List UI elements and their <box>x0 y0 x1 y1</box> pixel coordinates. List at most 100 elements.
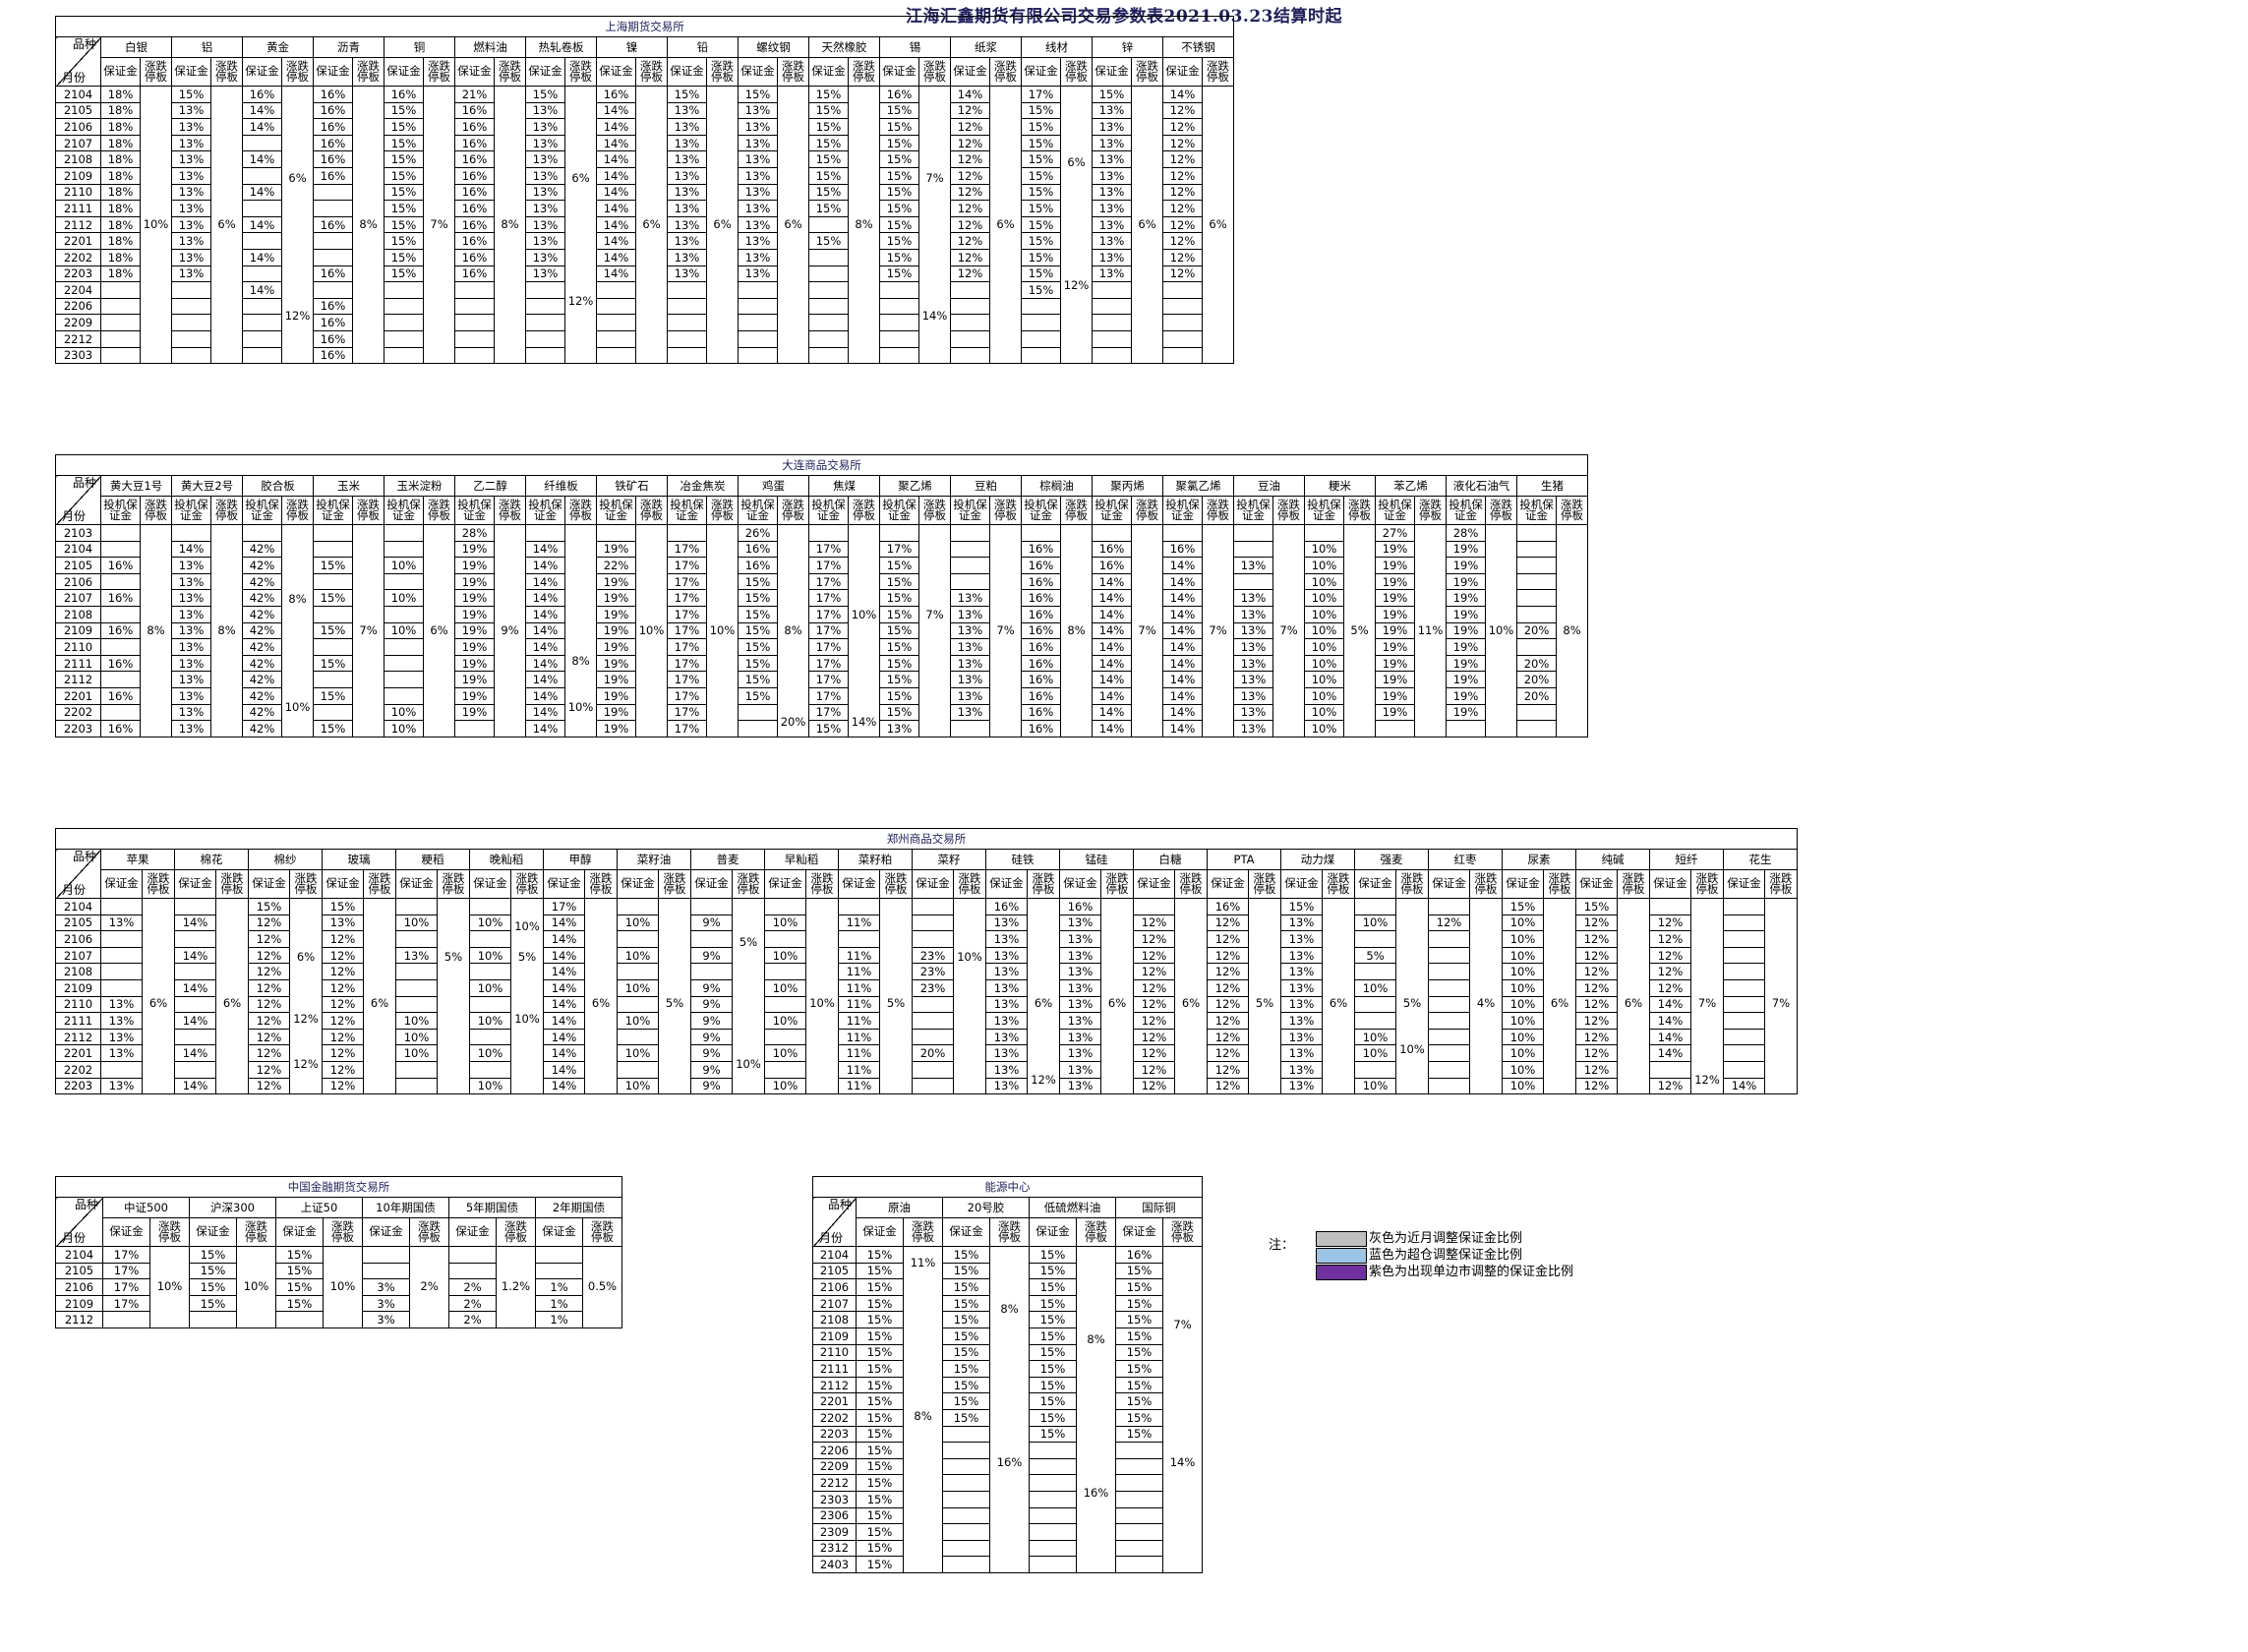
margin-cell: 14% <box>242 150 282 168</box>
product-name: 镍 <box>596 36 668 58</box>
margin-cell: 13% <box>171 200 211 217</box>
margin-cell: 17% <box>667 605 707 623</box>
margin-cell: 17% <box>667 557 707 574</box>
margin-cell: 14% <box>1162 557 1203 574</box>
margin-cell: 19% <box>454 557 495 574</box>
margin-cell: 15% <box>525 86 565 103</box>
limit-value: 10% <box>514 1011 540 1026</box>
margin-cell: 14% <box>1649 1012 1691 1030</box>
margin-cell: 12% <box>1207 1028 1249 1046</box>
limit-value: 6% <box>1067 155 1086 170</box>
margin-cell <box>1304 524 1344 542</box>
limit-column-header: 涨跌 停板 <box>1202 57 1234 87</box>
margin-cell <box>1354 995 1396 1014</box>
margin-column-header: 保证金 <box>469 869 511 899</box>
margin-cell: 19% <box>1375 557 1415 574</box>
margin-cell: 13% <box>1059 995 1101 1014</box>
margin-cell: 14% <box>242 101 282 120</box>
limit-cell: 7% <box>918 524 951 738</box>
margin-cell: 16% <box>100 589 141 607</box>
product-name: 不锈钢 <box>1162 36 1234 58</box>
margin-cell: 13% <box>171 654 211 673</box>
margin-cell: 15% <box>856 1294 904 1313</box>
margin-cell: 10% <box>1502 1028 1544 1046</box>
limit-column-header: 涨跌 停板 <box>918 496 951 525</box>
margin-column-header: 保证金 <box>1280 869 1323 899</box>
margin-cell: 13% <box>1059 1012 1101 1030</box>
margin-cell: 15% <box>856 1556 904 1573</box>
product-name: 黄大豆1号 <box>100 475 172 497</box>
margin-cell: 15% <box>1029 1343 1077 1362</box>
margin-cell: 13% <box>171 703 211 722</box>
margin-cell: 19% <box>596 540 636 559</box>
margin-cell: 13% <box>525 134 565 152</box>
table-row: 2202 15% 15% 15% 15% <box>812 1408 1203 1427</box>
margin-cell: 14% <box>242 215 282 234</box>
margin-cell: 12% <box>1133 1060 1175 1079</box>
margin-column-header: 投机保 证金 <box>667 496 707 525</box>
limit-column-header: 涨跌 停板 <box>496 1217 536 1247</box>
margin-cell: 15% <box>1115 1327 1163 1345</box>
margin-cell <box>950 346 990 365</box>
margin-cell: 15% <box>942 1294 990 1313</box>
margin-cell: 28% <box>454 524 495 542</box>
margin-cell: 12% <box>1162 248 1203 266</box>
margin-cell: 12% <box>1162 134 1203 152</box>
margin-cell: 13% <box>1059 914 1101 932</box>
margin-cell: 19% <box>596 703 636 722</box>
margin-cell: 14% <box>543 914 585 932</box>
limit-cell: 6% <box>210 85 243 365</box>
limit-value: 0.5% <box>587 1279 618 1294</box>
margin-cell: 12% <box>1575 1028 1618 1046</box>
margin-cell <box>102 1311 150 1328</box>
margin-cell: 12% <box>1575 1012 1618 1030</box>
margin-cell: 15% <box>808 720 849 738</box>
margin-cell <box>942 1442 990 1459</box>
margin-cell: 13% <box>985 978 1028 997</box>
limit-value: 12% <box>1694 1073 1720 1088</box>
limit-column-header: 涨跌 停板 <box>1100 869 1134 899</box>
margin-cell <box>808 346 849 365</box>
margin-cell: 42% <box>242 557 282 574</box>
margin-cell: 42% <box>242 671 282 688</box>
limit-cell: 10% <box>706 524 739 738</box>
margin-cell: 15% <box>1021 232 1061 250</box>
month-cell: 2106 <box>55 572 101 591</box>
margin-cell: 14% <box>1649 995 1691 1014</box>
product-name: 晚籼稻 <box>469 849 544 870</box>
table-row: 2209 15% <box>812 1457 1203 1476</box>
margin-column-header: 投机保 证金 <box>1375 496 1415 525</box>
margin-cell: 13% <box>100 1077 143 1095</box>
margin-cell <box>313 605 353 623</box>
product-name: 粳稻 <box>395 849 470 870</box>
margin-cell: 15% <box>1021 150 1061 168</box>
margin-cell: 17% <box>667 686 707 705</box>
margin-cell <box>838 898 880 915</box>
table-row: 2109 18% 13% 16% 15% 16% 13% 14% 13% 13% 15% 15% 12%… <box>55 166 1234 185</box>
margin-cell: 15% <box>942 1343 990 1362</box>
margin-cell: 23% <box>912 963 954 980</box>
limit-column-header: 涨跌 停板 <box>1060 57 1093 87</box>
table-row: 2108 15% 15% 15% 15% <box>812 1311 1203 1328</box>
margin-cell: 13% <box>950 703 990 722</box>
limit-cell: 6% <box>1322 897 1355 1095</box>
corner-month-label: 月份 <box>62 1231 87 1246</box>
margin-cell: 10% <box>469 1012 511 1030</box>
margin-cell <box>617 963 659 980</box>
margin-cell: 10% <box>469 978 511 997</box>
margin-cell: 10% <box>469 946 511 965</box>
limit-column-header: 涨跌 停板 <box>1272 496 1305 525</box>
table-row: 2104 17% 10% 15% 10% 15% 10% 2% 1.2% 0.5% <box>55 1246 622 1328</box>
margin-cell <box>171 329 211 348</box>
limit-cell: 8% <box>494 85 526 365</box>
margin-cell <box>384 524 424 542</box>
margin-cell: 13% <box>171 215 211 234</box>
margin-cell: 14% <box>242 183 282 202</box>
limit-cell: 5% <box>1343 524 1376 738</box>
margin-cell: 19% <box>454 540 495 559</box>
margin-cell: 19% <box>1446 686 1486 705</box>
margin-cell: 16% <box>454 265 495 283</box>
margin-cell <box>1115 1556 1163 1573</box>
margin-cell <box>808 248 849 266</box>
product-name: 聚乙烯 <box>879 475 951 497</box>
